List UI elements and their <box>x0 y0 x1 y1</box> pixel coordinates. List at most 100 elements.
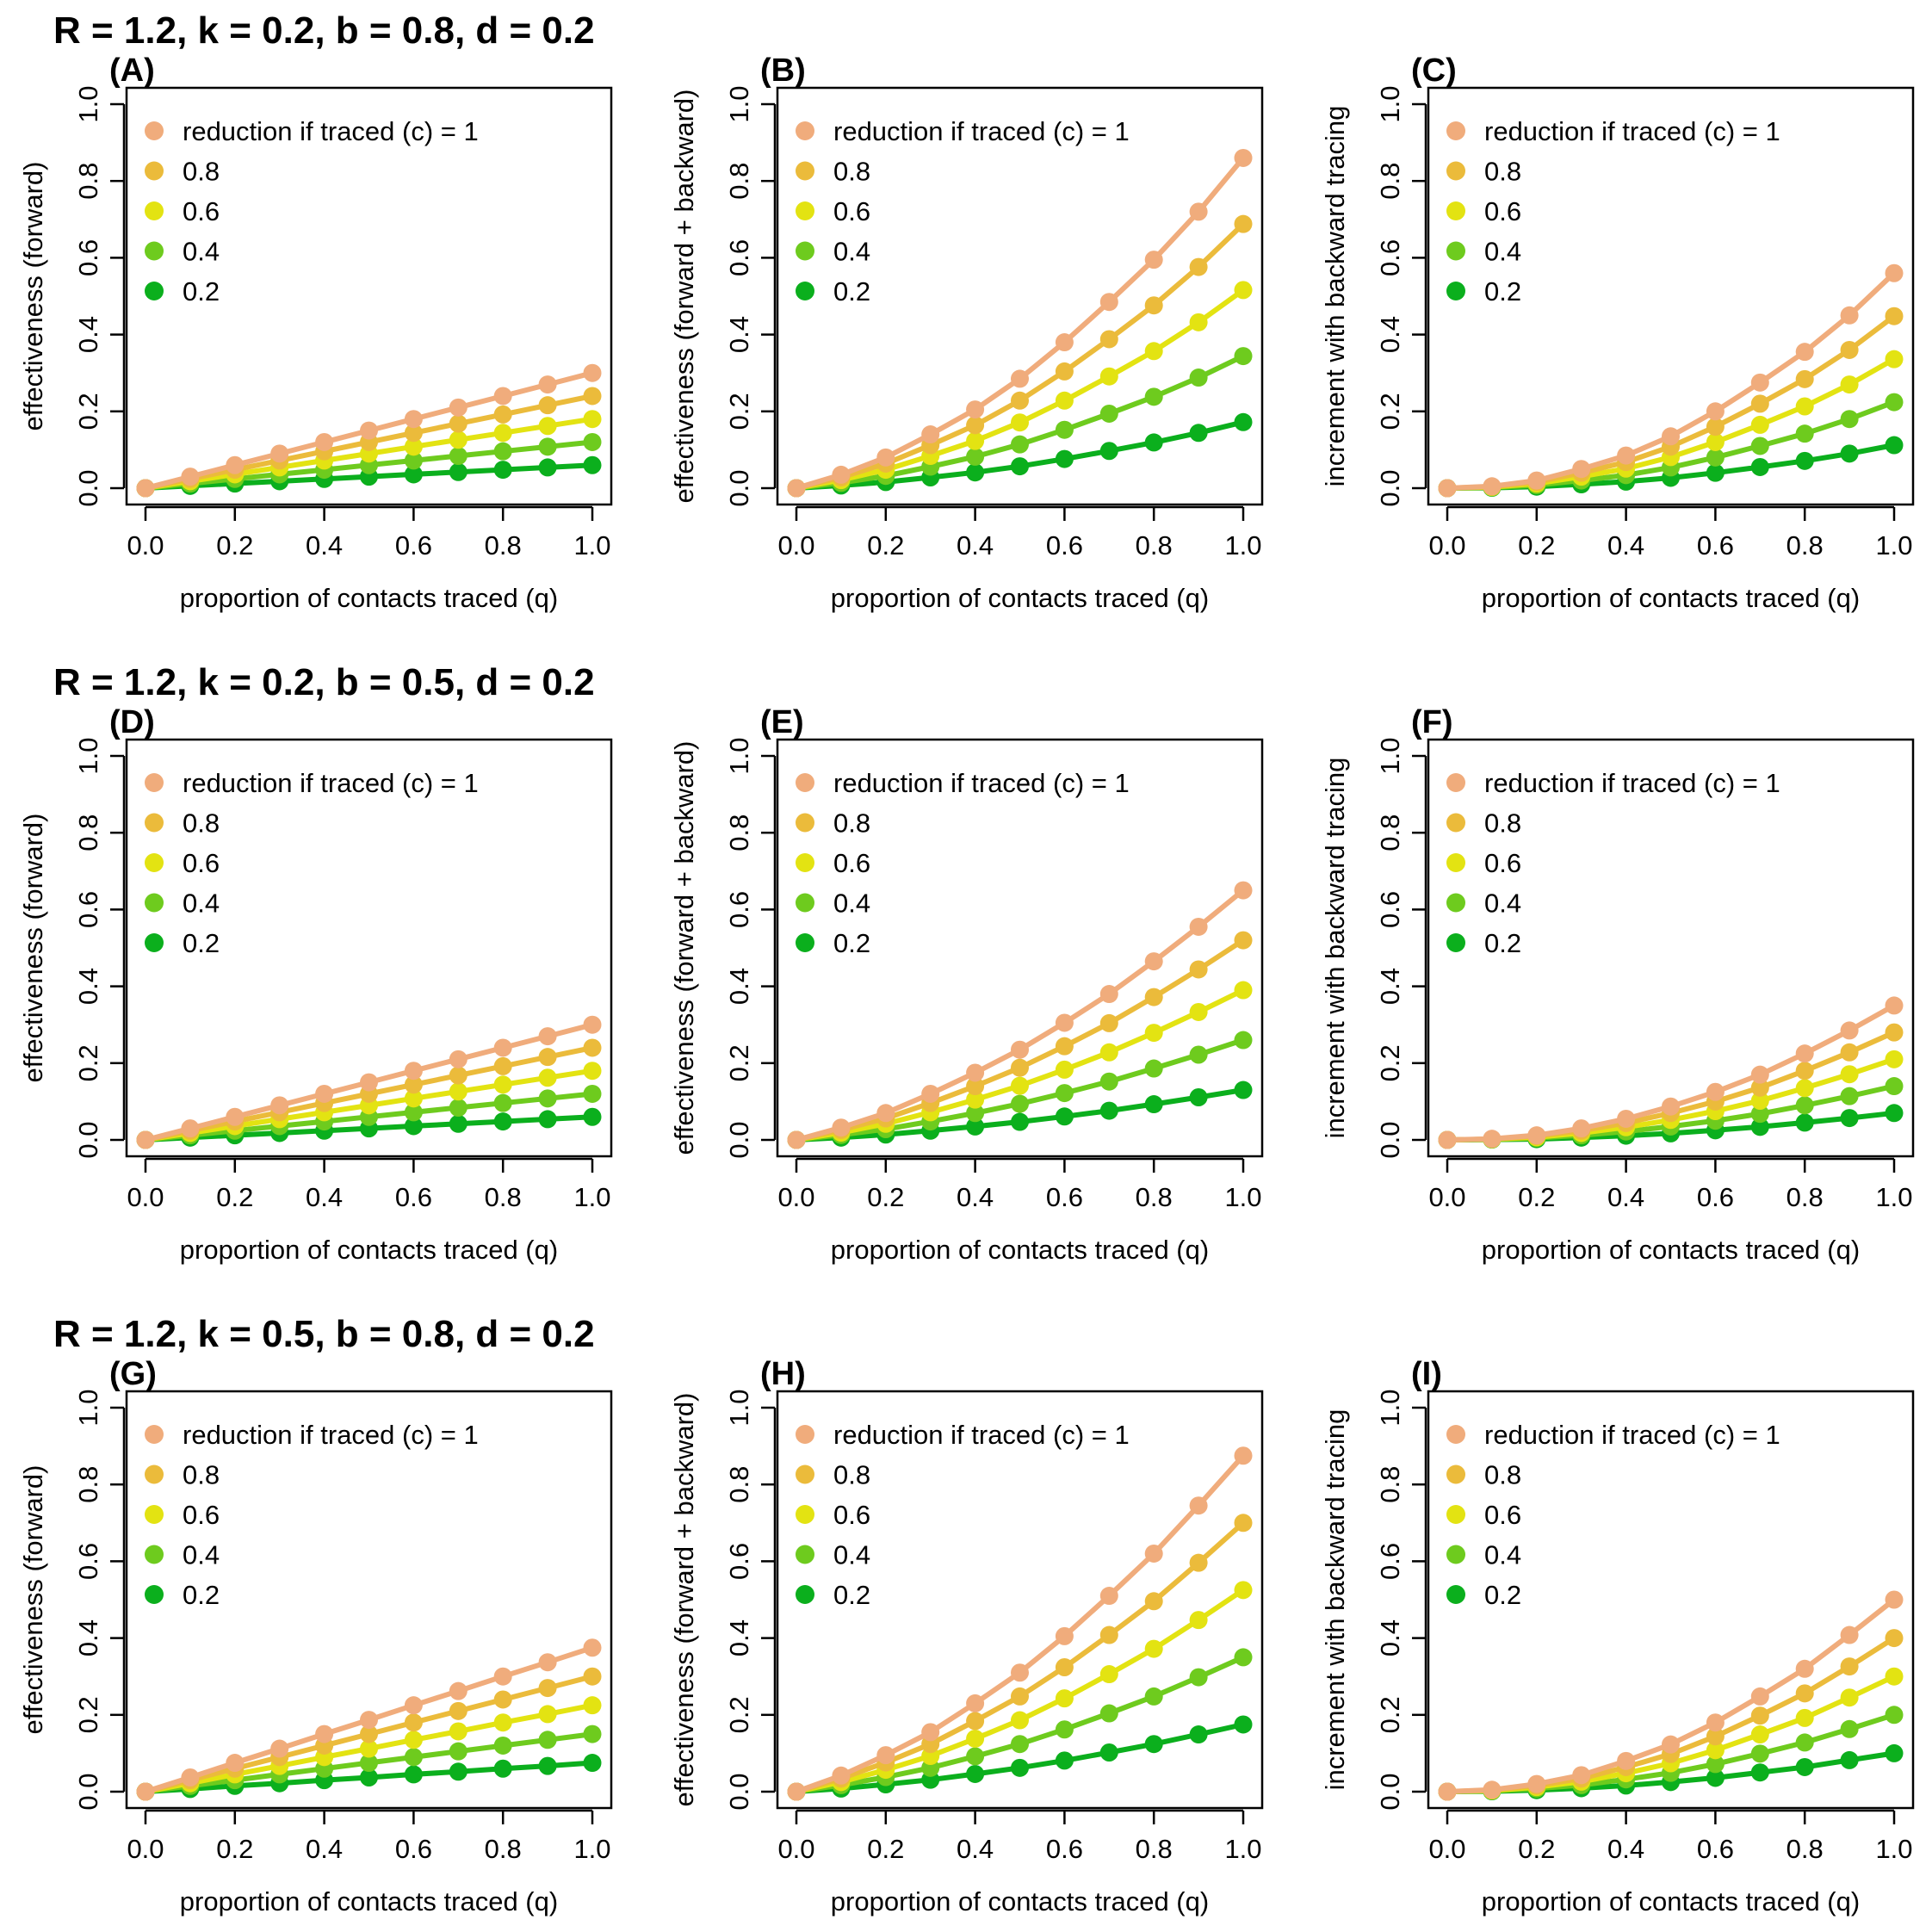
panel-label: (E) <box>760 704 804 740</box>
y-axis-label: increment with backward tracing <box>1320 106 1350 487</box>
data-point <box>1189 960 1208 979</box>
legend-label: 0.2 <box>183 276 220 307</box>
data-point <box>966 1729 985 1748</box>
legend-marker <box>1446 853 1465 872</box>
x-tick-label: 0.4 <box>1607 1834 1644 1864</box>
data-point <box>1795 1757 1814 1776</box>
data-point <box>1662 427 1680 446</box>
plot-frame <box>125 86 613 506</box>
data-point <box>493 1759 512 1778</box>
panel-label: (C) <box>1411 53 1457 89</box>
plot-frame <box>776 738 1264 1158</box>
legend-marker <box>145 282 164 300</box>
data-point <box>404 1062 423 1081</box>
legend-label: 0.4 <box>183 889 220 919</box>
data-point <box>1795 1096 1814 1115</box>
x-tick-label: 0.4 <box>306 530 343 560</box>
data-point <box>1438 479 1457 498</box>
data-point <box>360 1754 378 1773</box>
row-title-2: R = 1.2, k = 0.2, b = 0.5, d = 0.2 <box>53 661 595 703</box>
data-point <box>449 1050 468 1068</box>
data-point <box>1795 1684 1814 1703</box>
data-point <box>1099 367 1118 386</box>
data-point <box>1840 1087 1859 1105</box>
data-point <box>921 1084 940 1103</box>
legend-label: reduction if traced (c) = 1 <box>833 1420 1130 1450</box>
data-point <box>1483 477 1502 496</box>
data-point <box>1750 1763 1769 1782</box>
data-point <box>1706 448 1725 467</box>
data-point <box>538 417 557 436</box>
data-point <box>449 1722 468 1741</box>
panel-label: (B) <box>760 53 806 89</box>
data-point <box>1885 1743 1904 1762</box>
data-point <box>1099 1665 1118 1684</box>
data-point <box>1189 1045 1208 1064</box>
data-point <box>966 1712 985 1731</box>
data-point <box>1750 437 1769 455</box>
data-point <box>966 431 985 450</box>
data-point <box>538 1731 557 1749</box>
x-tick-label: 0.6 <box>395 1182 432 1212</box>
y-tick-label: 0.0 <box>724 469 754 506</box>
y-tick-label: 0.6 <box>724 1543 754 1580</box>
data-point <box>1840 410 1859 429</box>
y-tick-label: 0.0 <box>73 469 103 506</box>
data-point <box>1144 952 1163 971</box>
data-point <box>1099 293 1118 312</box>
data-point <box>1527 471 1546 490</box>
data-point <box>449 1701 468 1720</box>
data-point <box>1885 996 1904 1015</box>
panel-label: (F) <box>1411 704 1453 740</box>
data-point <box>404 1075 423 1094</box>
data-point <box>1706 432 1725 451</box>
data-point <box>1617 446 1636 465</box>
data-point <box>1795 424 1814 443</box>
data-point <box>1144 1592 1163 1611</box>
y-tick-label: 0.2 <box>1375 393 1405 430</box>
panel-label: (I) <box>1411 1356 1442 1392</box>
x-tick-label: 0.6 <box>395 530 432 560</box>
data-point <box>493 405 512 424</box>
data-point <box>1234 347 1253 366</box>
data-point <box>1144 342 1163 361</box>
data-point <box>1234 281 1253 300</box>
data-point <box>787 1782 806 1801</box>
x-tick-label: 0.8 <box>485 530 522 560</box>
data-point <box>1144 1024 1163 1043</box>
data-point <box>1099 1587 1118 1606</box>
y-tick-label: 0.2 <box>1375 1044 1405 1081</box>
y-axis-label: effectiveness (forward + backward) <box>669 741 699 1155</box>
legend-marker <box>796 1464 814 1484</box>
data-point <box>1234 1648 1253 1667</box>
legend-marker <box>145 853 164 872</box>
data-point <box>1234 412 1253 431</box>
data-point <box>1572 1766 1591 1785</box>
x-tick-label: 1.0 <box>1875 530 1912 560</box>
data-point <box>1055 362 1074 381</box>
data-point <box>1011 1058 1029 1077</box>
legend-label: 0.6 <box>183 196 220 226</box>
data-point <box>449 398 468 417</box>
data-point <box>1840 306 1859 325</box>
data-point <box>136 1130 155 1149</box>
data-point <box>493 1056 512 1075</box>
y-tick-label: 0.6 <box>1375 239 1405 276</box>
data-point <box>583 1038 602 1057</box>
data-point <box>360 1768 378 1786</box>
data-point <box>1011 391 1029 410</box>
data-point <box>1234 1081 1253 1099</box>
data-point <box>1885 263 1904 282</box>
chart-panel-7: (G) 0.0 0.2 0.4 0.6 0.8 1.0 proportion of conta… <box>18 1356 613 1917</box>
data-point <box>1055 1626 1074 1645</box>
data-point <box>1234 981 1253 1000</box>
data-point <box>1189 368 1208 387</box>
data-point <box>1795 1113 1814 1132</box>
x-tick-label: 1.0 <box>573 530 610 560</box>
data-point <box>538 1756 557 1775</box>
plot-frame <box>1427 86 1915 506</box>
x-axis-label: proportion of contacts traced (q) <box>831 583 1209 613</box>
data-point <box>1706 463 1725 482</box>
data-point <box>1055 1060 1074 1079</box>
x-tick-label: 0.2 <box>1518 530 1555 560</box>
